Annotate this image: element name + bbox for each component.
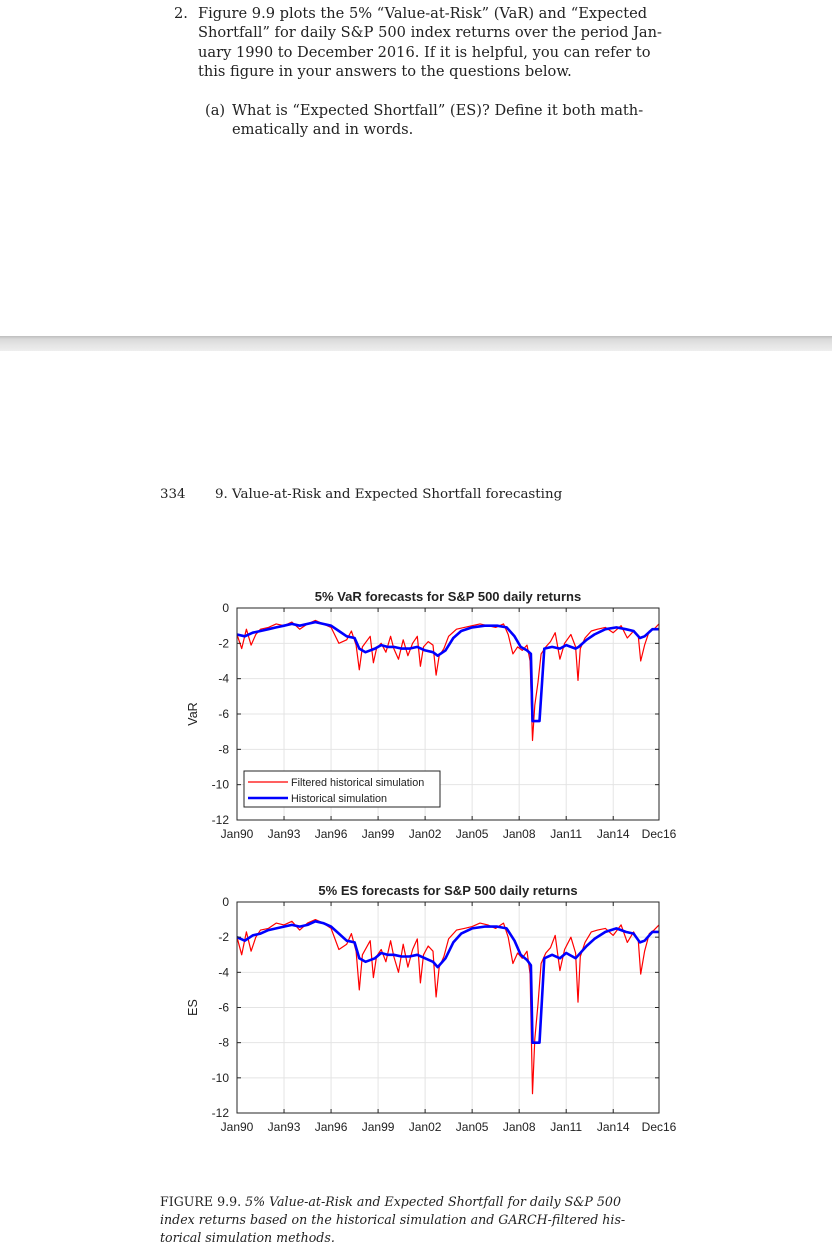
legend-entry: Historical simulation	[291, 793, 387, 805]
y-tick-label: -2	[218, 636, 229, 650]
series-line	[236, 620, 659, 723]
caption-text: 5% Value-at-Risk and Expected Shortfall …	[245, 1194, 621, 1209]
running-head: 9. Value-at-Risk and Expected Shortfall …	[215, 487, 563, 502]
x-tick-label: Jan99	[362, 1120, 395, 1134]
y-tick-label: -4	[218, 965, 229, 979]
y-axis-label: VaR	[186, 702, 200, 725]
question-text: Figure 9.9 plots the 5% “Value-at-Risk” …	[198, 4, 662, 82]
y-axis-label: ES	[186, 999, 200, 1016]
x-tick-label: Dec16	[642, 827, 677, 841]
caption-line-3: torical simulation methods.	[160, 1230, 335, 1245]
caption-line-2: index returns based on the historical si…	[160, 1212, 626, 1227]
x-tick-label: Jan14	[597, 827, 630, 841]
part-a-label: (a)	[205, 102, 226, 119]
part-a-text: What is “Expected Shortfall” (ES)? Defin…	[232, 101, 645, 140]
x-tick-label: Jan99	[362, 827, 395, 841]
x-tick-label: Jan02	[409, 827, 442, 841]
question-line: uary 1990 to December 2016. If it is hel…	[198, 43, 651, 61]
caption-label: FIGURE 9.9.	[160, 1194, 242, 1209]
y-tick-label: -10	[212, 778, 230, 792]
question-2: 2. Figure 9.9 plots the 5% “Value-at-Ris…	[174, 4, 662, 82]
y-tick-label: -6	[218, 1001, 229, 1015]
x-tick-label: Dec16	[642, 1120, 677, 1134]
series-line	[236, 919, 659, 1044]
x-tick-label: Jan96	[315, 827, 348, 841]
page-divider	[0, 336, 832, 351]
chart-title: 5% VaR forecasts for S&P 500 daily retur…	[315, 589, 581, 604]
x-tick-label: Jan08	[503, 827, 536, 841]
question-part-a: (a) What is “Expected Shortfall” (ES)? D…	[205, 101, 645, 140]
x-tick-label: Jan90	[221, 827, 254, 841]
caption-line-1: FIGURE 9.9. 5% Value-at-Risk and Expecte…	[160, 1193, 640, 1211]
y-tick-label: 0	[222, 601, 229, 615]
x-tick-label: Jan08	[503, 1120, 536, 1134]
x-tick-label: Jan96	[315, 1120, 348, 1134]
y-tick-label: -8	[218, 742, 229, 756]
part-a-line: What is “Expected Shortfall” (ES)? Defin…	[232, 102, 644, 119]
legend-entry: Filtered historical simulation	[291, 777, 424, 789]
x-tick-label: Jan11	[550, 1120, 582, 1134]
x-tick-label: Jan02	[409, 1120, 442, 1134]
legend-box	[243, 770, 441, 808]
x-tick-label: Jan93	[268, 1120, 301, 1134]
x-tick-label: Jan14	[597, 1120, 630, 1134]
y-tick-label: -6	[218, 707, 229, 721]
y-tick-label: -2	[218, 930, 229, 944]
y-tick-label: -8	[218, 1036, 229, 1050]
x-tick-label: Jan05	[456, 1120, 489, 1134]
figure-caption: FIGURE 9.9. 5% Value-at-Risk and Expecte…	[160, 1193, 640, 1247]
part-a-line: ematically and in words.	[232, 121, 414, 139]
x-tick-label: Jan93	[268, 827, 301, 841]
x-tick-label: Jan11	[550, 827, 582, 841]
page-number: 334	[160, 487, 186, 502]
legend: Filtered historical simulation Historical…	[243, 770, 441, 808]
x-tick-label: Jan90	[221, 1120, 254, 1134]
y-tick-label: 0	[222, 895, 229, 909]
chart-title: 5% ES forecasts for S&P 500 daily return…	[318, 883, 577, 898]
question-line: Figure 9.9 plots the 5% “Value-at-Risk” …	[198, 5, 648, 22]
question-line: Shortfall” for daily S&P 500 index retur…	[198, 24, 662, 42]
y-tick-label: -10	[212, 1071, 230, 1085]
y-tick-label: -4	[218, 672, 229, 686]
question-number: 2.	[174, 5, 188, 22]
question-line: this figure in your answers to the quest…	[198, 63, 572, 81]
x-tick-label: Jan05	[456, 827, 489, 841]
y-tick-label: -12	[212, 813, 230, 827]
y-tick-label: -12	[212, 1106, 230, 1120]
